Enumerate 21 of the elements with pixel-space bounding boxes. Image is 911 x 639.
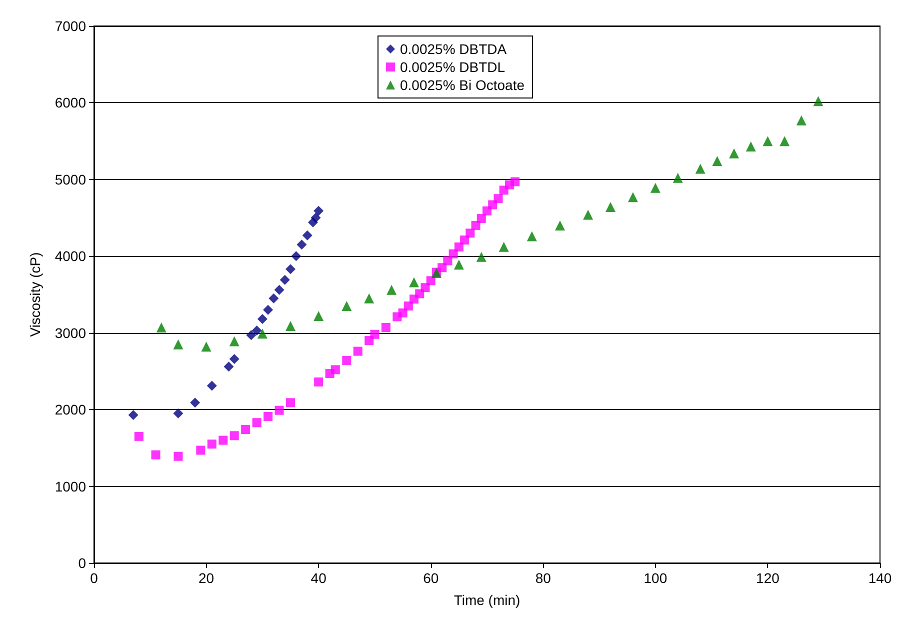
x-tick-label: 40 — [310, 570, 327, 586]
legend-label: 0.0025% DBTDA — [400, 41, 508, 57]
y-tick-label: 7000 — [54, 18, 86, 34]
x-tick-label: 100 — [644, 570, 668, 586]
y-tick-label: 1000 — [54, 478, 86, 494]
x-axis-title: Time (min) — [454, 592, 520, 608]
x-tick-label: 80 — [535, 570, 552, 586]
y-tick-label: 3000 — [54, 324, 86, 341]
x-tick-label: 140 — [868, 570, 892, 586]
y-axis-title: Viscosity (cP) — [27, 252, 43, 337]
legend-label: 0.0025% Bi Octoate — [400, 77, 525, 93]
legend-label: 0.0025% DBTDL — [400, 59, 506, 75]
x-tick-label: 20 — [198, 570, 214, 586]
x-tick-label: 120 — [756, 570, 780, 586]
x-tick-label: 0 — [90, 570, 98, 586]
y-tick-label: 4000 — [54, 248, 86, 264]
x-tick-label: 60 — [423, 570, 439, 586]
y-tick-label: 5000 — [54, 171, 86, 188]
y-tick-label: 2000 — [54, 402, 86, 418]
y-tick-label: 0 — [78, 555, 86, 571]
y-tick-label: 6000 — [54, 94, 86, 111]
